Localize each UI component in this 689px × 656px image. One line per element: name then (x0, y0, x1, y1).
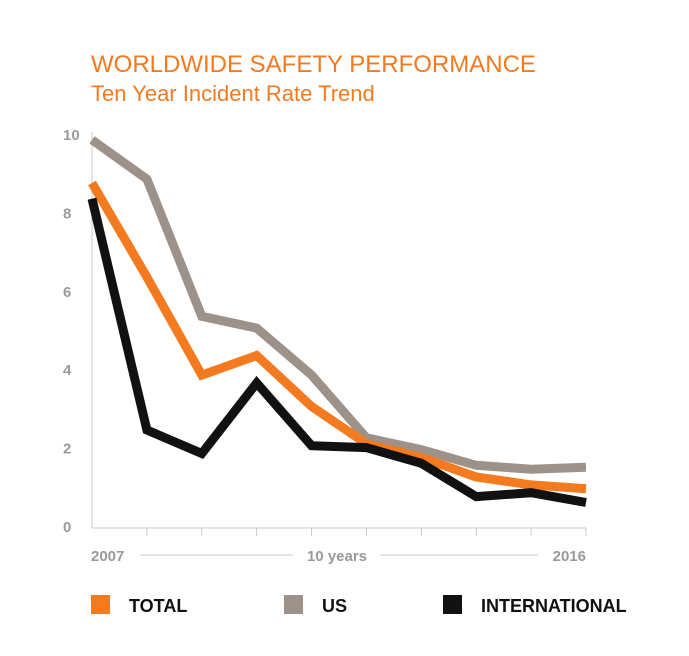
chart-legend: TOTAL US INTERNATIONAL (91, 595, 627, 616)
legend-item-total: TOTAL (91, 595, 187, 616)
legend-swatch-us (284, 595, 303, 614)
y-axis-ticks: 0 2 4 6 8 10 (63, 127, 80, 536)
y-tick-label: 6 (63, 284, 71, 301)
x-label-start: 2007 (91, 548, 124, 565)
series-lines (87, 136, 587, 507)
legend-label-international: INTERNATIONAL (481, 596, 627, 616)
y-tick-label: 8 (63, 205, 71, 222)
legend-item-international: INTERNATIONAL (443, 595, 627, 616)
series-line-us (89, 136, 587, 474)
legend-swatch-total (91, 595, 110, 614)
legend-swatch-international (443, 595, 462, 614)
chart-subtitle: Ten Year Incident Rate Trend (91, 81, 375, 106)
series-line-total (88, 180, 587, 494)
legend-item-us: US (284, 595, 347, 616)
y-tick-label: 10 (63, 127, 80, 144)
y-tick-label: 2 (63, 441, 71, 458)
y-tick-label: 4 (63, 362, 72, 379)
x-label-end: 2016 (553, 548, 586, 565)
series-line-international (87, 197, 587, 507)
x-axis (91, 132, 587, 556)
legend-label-us: US (322, 596, 347, 616)
chart-title: WORLDWIDE SAFETY PERFORMANCE (91, 51, 536, 78)
legend-label-total: TOTAL (129, 596, 187, 616)
x-label-middle: 10 years (307, 548, 367, 565)
y-tick-label: 0 (63, 519, 71, 536)
